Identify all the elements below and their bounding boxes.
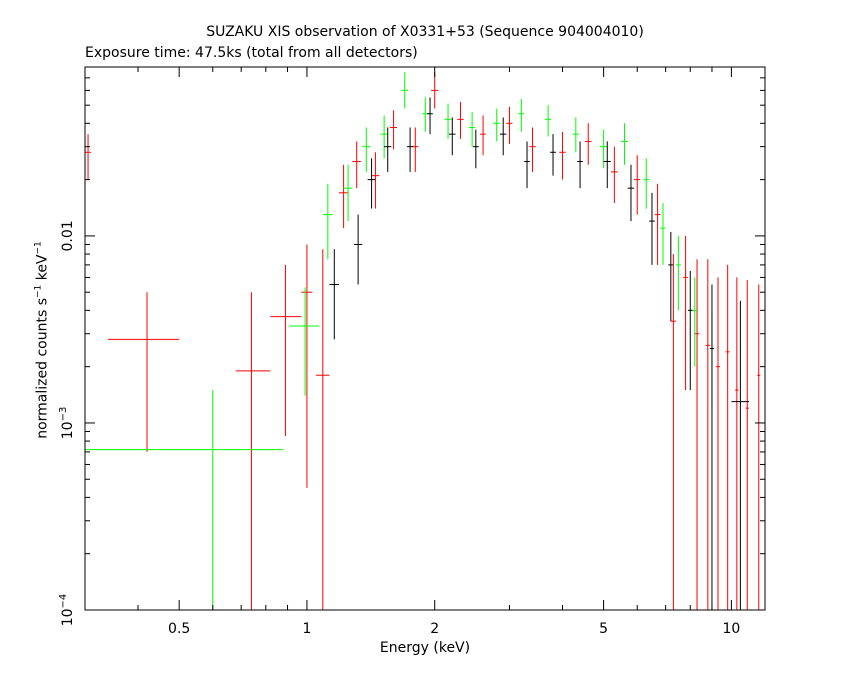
data-point [371, 152, 380, 209]
data-point [725, 264, 730, 610]
y-axis-label-exp2: −1 [33, 241, 44, 255]
data-point [329, 249, 340, 340]
chart-title: SUZAKU XIS observation of X0331+53 (Sequ… [206, 24, 644, 40]
data-point [301, 244, 313, 488]
data-point [585, 123, 592, 165]
data-point [499, 117, 507, 156]
x-axis-label: Energy (keV) [379, 640, 471, 656]
data-point [506, 106, 513, 145]
data-point [627, 164, 635, 222]
data-point [745, 280, 749, 610]
data-point [480, 115, 486, 156]
data-point [577, 141, 583, 189]
data-point [716, 277, 720, 610]
y-axis-label: normalized counts s−1 keV−1 [34, 241, 51, 439]
data-point [422, 97, 429, 132]
plot-area [85, 72, 761, 610]
data-point [529, 127, 536, 172]
data-point [384, 127, 392, 172]
data-point [85, 390, 284, 610]
data-point [270, 264, 302, 437]
series-1 [85, 72, 715, 610]
series-2 [329, 97, 749, 610]
plot-frame [84, 66, 766, 611]
data-point [430, 72, 439, 109]
data-point [675, 235, 681, 311]
data-point [343, 164, 353, 222]
data-point [367, 158, 376, 209]
data-point [448, 117, 456, 156]
y-axis-label-middle: keV [34, 254, 51, 285]
y-axis-label-prefix: normalized counts s [34, 298, 51, 439]
data-point [735, 277, 739, 610]
data-point [709, 284, 715, 610]
data-point [457, 101, 464, 139]
data-point [610, 146, 618, 203]
x-tick-label: 0.5 [168, 621, 190, 637]
data-point [493, 108, 500, 142]
data-point [401, 72, 408, 109]
data-point [352, 141, 361, 189]
data-point [603, 141, 611, 189]
data-point [518, 98, 525, 132]
x-tick-label: 5 [599, 621, 608, 637]
data-point [353, 214, 363, 285]
data-point [85, 134, 92, 180]
data-point [731, 300, 749, 610]
data-point [572, 117, 579, 153]
data-point [643, 158, 650, 209]
data-point [289, 287, 320, 396]
data-point [469, 111, 476, 147]
data-point [235, 292, 271, 610]
x-tick-label: 2 [430, 621, 439, 637]
data-point [427, 97, 433, 135]
data-point [649, 192, 655, 265]
y-tick-label: 10−4 [58, 594, 76, 627]
data-point [634, 155, 641, 215]
data-point [444, 103, 452, 139]
x-tick-label: 1 [302, 621, 311, 637]
data-point [390, 110, 398, 150]
data-point [412, 127, 419, 172]
data-point [524, 141, 530, 189]
data-point [339, 164, 349, 229]
data-point [550, 134, 556, 176]
data-point [362, 127, 371, 172]
y-tick-label: 0.01 [60, 220, 76, 251]
data-point [545, 105, 552, 137]
data-point [315, 249, 330, 610]
axis-ticks: 0.5 1 2 5 10 10−4 10−3 0.01 [58, 66, 765, 637]
y-tick-label: 10−3 [58, 407, 76, 440]
data-point [472, 129, 479, 169]
data-point [621, 123, 628, 165]
data-point [705, 259, 710, 610]
series-0 [85, 72, 761, 610]
data-point [380, 115, 388, 159]
data-point [559, 131, 566, 180]
data-point [757, 284, 761, 610]
y-axis-label-exp1: −1 [33, 284, 44, 299]
data-point [660, 202, 666, 265]
data-point [683, 235, 688, 391]
chart-subtitle: Exposure time: 47.5ks (total from all de… [85, 45, 418, 61]
data-point [694, 259, 700, 610]
data-point [654, 183, 661, 265]
x-tick-label: 10 [722, 621, 740, 637]
data-point [670, 254, 676, 610]
data-point [687, 270, 693, 391]
data-point [406, 127, 414, 172]
data-point [599, 129, 608, 169]
data-point [322, 183, 333, 260]
data-point [692, 277, 698, 367]
data-point [108, 292, 180, 452]
data-point [668, 231, 674, 322]
